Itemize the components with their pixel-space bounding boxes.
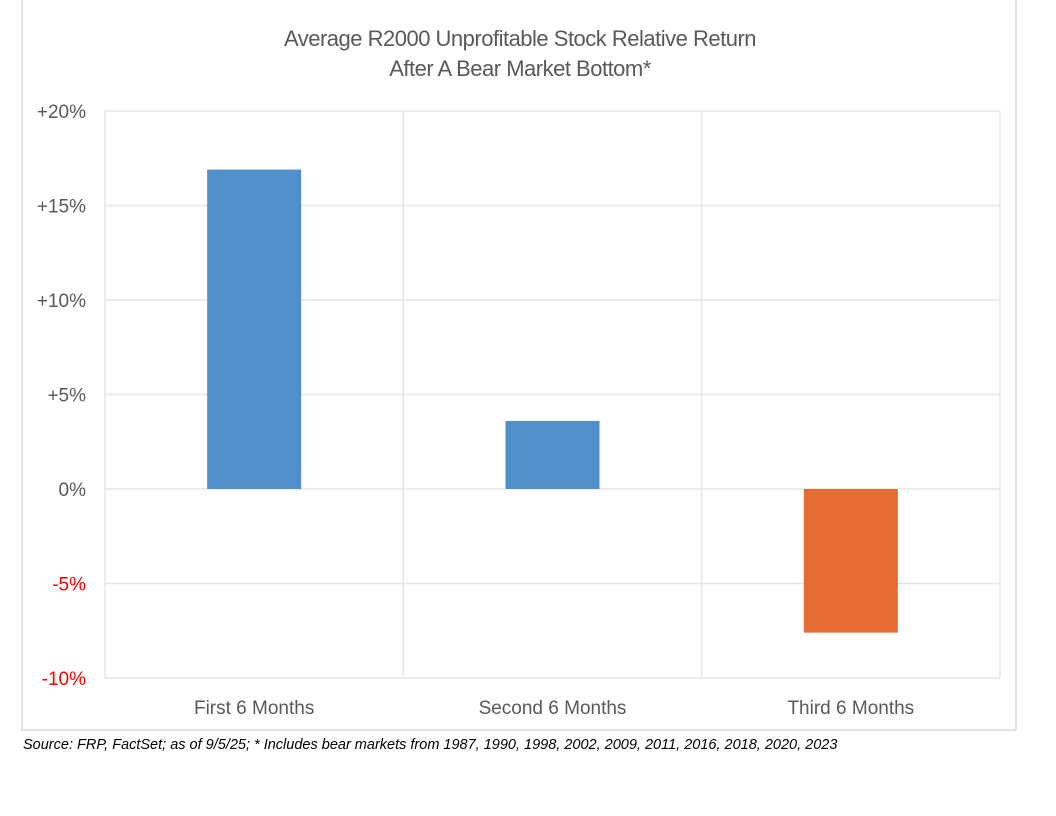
y-tick-label: +5% xyxy=(47,386,86,407)
y-tick-label: -10% xyxy=(42,669,86,690)
chart-title: Average R2000 Unprofitable Stock Relativ… xyxy=(284,26,756,51)
y-tick-label: +15% xyxy=(37,197,86,218)
bar-third-6-months xyxy=(803,489,898,633)
y-tick-label: 0% xyxy=(59,480,87,501)
x-category-label: First 6 Months xyxy=(194,698,314,719)
x-category-label: Third 6 Months xyxy=(787,698,914,719)
y-tick-label: +10% xyxy=(37,291,86,312)
bar-first-6-months xyxy=(207,169,302,489)
chart-subtitle: After A Bear Market Bottom* xyxy=(389,56,652,81)
source-note: Source: FRP, FactSet; as of 9/5/25; * In… xyxy=(23,737,838,753)
y-tick-label: +20% xyxy=(37,102,86,123)
y-tick-label: -5% xyxy=(52,575,86,596)
bar-second-6-months xyxy=(505,420,600,489)
x-category-label: Second 6 Months xyxy=(479,698,627,719)
